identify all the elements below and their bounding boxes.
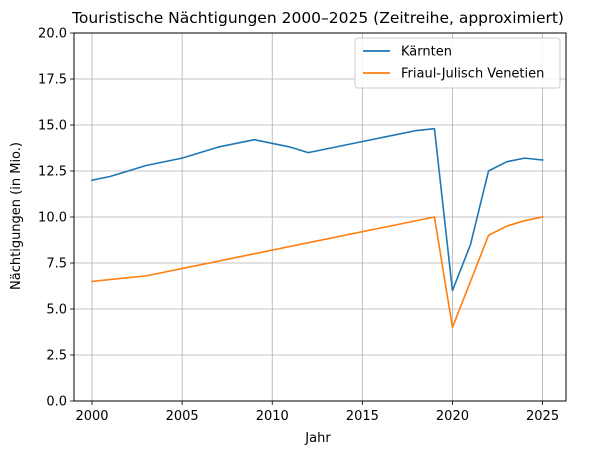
y-tick-label: 0.0 bbox=[46, 395, 67, 410]
x-tick-label: 2000 bbox=[75, 409, 108, 424]
legend-label: Friaul-Julisch Venetien bbox=[401, 67, 544, 82]
y-axis-label: Nächtigungen (in Mio.) bbox=[9, 142, 24, 290]
x-tick-label: 2020 bbox=[436, 409, 469, 424]
y-tick-label: 20.0 bbox=[38, 27, 67, 42]
y-tick-label: 17.5 bbox=[38, 73, 67, 88]
series-line-0 bbox=[91, 127, 544, 292]
series-line-1 bbox=[91, 216, 544, 329]
y-tick-label: 7.5 bbox=[46, 257, 67, 272]
x-tick-label: 2005 bbox=[166, 409, 199, 424]
y-tick-label: 2.5 bbox=[46, 349, 67, 364]
x-tick-label: 2010 bbox=[256, 409, 289, 424]
x-tick-label: 2025 bbox=[526, 409, 559, 424]
y-tick-label: 10.0 bbox=[38, 211, 67, 226]
legend-label: Kärnten bbox=[401, 45, 452, 60]
x-tick-label: 2015 bbox=[346, 409, 379, 424]
y-tick-label: 15.0 bbox=[38, 119, 67, 134]
y-tick-label: 12.5 bbox=[38, 165, 67, 180]
y-tick-label: 5.0 bbox=[46, 303, 67, 318]
legend: Kärnten Friaul-Julisch Venetien bbox=[354, 37, 561, 89]
legend-box bbox=[354, 37, 561, 89]
axis-ticks: 2000 2005 2010 2015 2020 2025 0.0 2.5 5.0 7.5 10.0… bbox=[38, 27, 559, 425]
series-lines bbox=[91, 127, 544, 329]
chart-title: Touristische Nächtigungen 2000–2025 (Zei… bbox=[71, 9, 564, 27]
x-axis-label: Jahr bbox=[304, 431, 331, 446]
